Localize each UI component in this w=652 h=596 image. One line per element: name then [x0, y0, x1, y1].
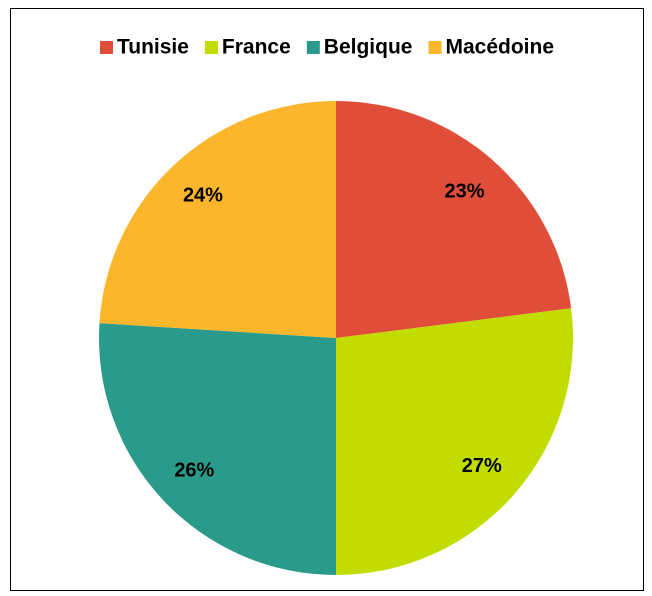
data-label: 23%: [445, 181, 485, 203]
data-label: 27%: [462, 455, 502, 477]
pie-slice: [336, 101, 572, 338]
legend-label: Macédoine: [445, 36, 554, 59]
data-label: 24%: [183, 185, 223, 207]
data-label: 26%: [174, 459, 214, 481]
legend-swatch: [306, 41, 320, 54]
legend-label: France: [222, 36, 291, 59]
pie-slice: [336, 308, 573, 575]
legend-swatch: [99, 41, 113, 54]
legend-swatch: [204, 41, 218, 54]
pie-slice: [99, 101, 336, 338]
legend-swatch: [428, 41, 442, 54]
pie-slice: [98, 323, 337, 575]
legend-label: Belgique: [324, 36, 413, 59]
legend-label: Tunisie: [117, 36, 189, 59]
